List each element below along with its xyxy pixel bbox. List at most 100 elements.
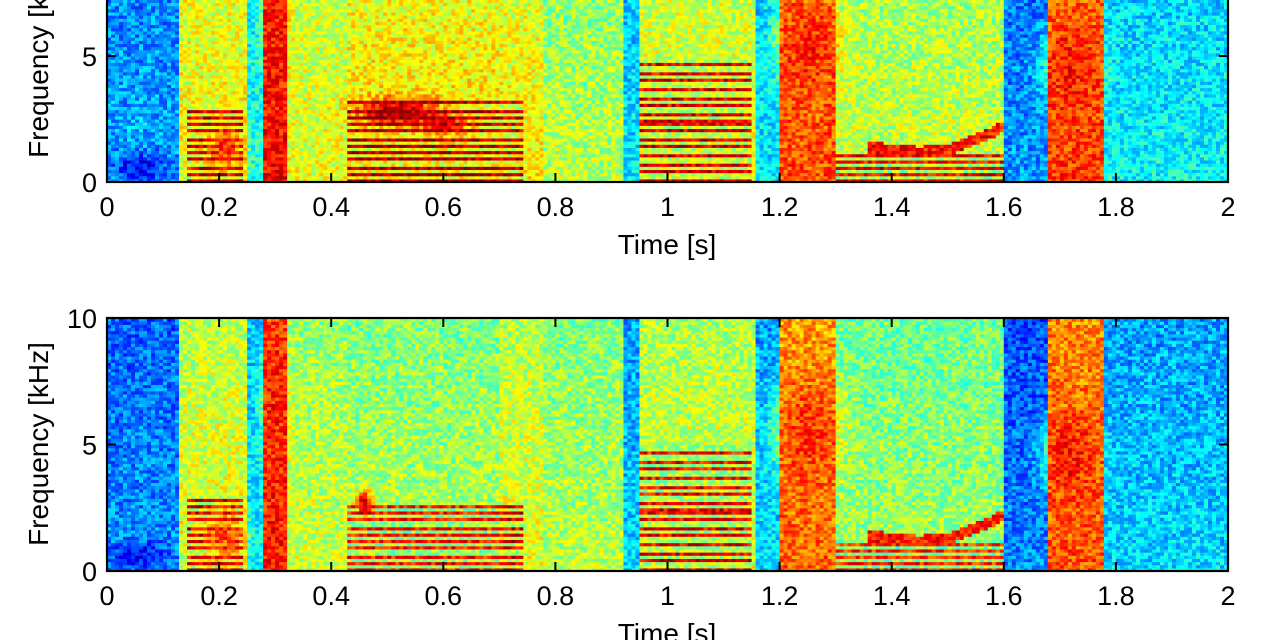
heatmap-cell <box>191 18 196 22</box>
heatmap-cell <box>171 106 176 111</box>
heatmap-cell <box>135 81 140 85</box>
heatmap-cell <box>111 43 116 48</box>
heatmap-cell <box>147 137 152 142</box>
heatmap-cell <box>119 106 124 111</box>
heatmap-cell <box>147 175 152 180</box>
heatmap-cell <box>195 2 200 7</box>
heatmap-cell <box>183 166 188 170</box>
heatmap-cell <box>183 131 188 136</box>
heatmap-cell <box>195 33 200 38</box>
heatmap-cell <box>167 122 172 126</box>
heatmap-cell <box>111 122 116 126</box>
heatmap-cell <box>127 93 132 98</box>
heatmap-cell <box>159 169 164 174</box>
heatmap-cell <box>203 169 208 174</box>
heatmap-cell <box>191 2 196 7</box>
heatmap-cell <box>183 159 188 164</box>
heatmap-cell <box>211 128 216 133</box>
heatmap-cell <box>215 131 220 136</box>
heatmap-cell <box>207 109 212 114</box>
heatmap-cell <box>171 71 176 76</box>
heatmap-cell <box>123 156 128 161</box>
heatmap-cell <box>127 0 132 4</box>
heatmap-cell <box>159 159 164 164</box>
heatmap-cell <box>219 84 224 89</box>
heatmap-cell <box>163 52 168 57</box>
heatmap-cell <box>107 163 112 167</box>
heatmap-cell <box>163 134 168 139</box>
heatmap-cell <box>123 122 128 126</box>
heatmap-cell <box>215 153 220 158</box>
heatmap-cell <box>211 115 216 120</box>
heatmap-cell <box>139 78 144 82</box>
heatmap-cell <box>207 30 212 35</box>
heatmap-cell <box>143 103 148 107</box>
heatmap-cell <box>123 65 128 70</box>
heatmap-cell <box>195 49 200 54</box>
heatmap-cell <box>131 15 136 19</box>
heatmap-cell <box>115 24 120 29</box>
heatmap-cell <box>131 30 136 35</box>
heatmap-cell <box>199 134 204 139</box>
heatmap-cell <box>155 103 160 107</box>
heatmap-cell <box>147 24 152 29</box>
heatmap-cell <box>135 21 140 26</box>
heatmap-cell <box>199 100 204 104</box>
heatmap-cell <box>207 122 212 126</box>
heatmap-cell <box>107 59 112 63</box>
heatmap-cell <box>183 56 188 60</box>
heatmap-cell <box>127 100 132 104</box>
heatmap-cell <box>123 18 128 22</box>
heatmap-cell <box>247 0 252 4</box>
heatmap-cell <box>115 0 120 4</box>
heatmap-cell <box>167 84 172 89</box>
heatmap-cell <box>139 122 144 126</box>
heatmap-cell <box>107 27 112 32</box>
heatmap-cell <box>215 141 220 145</box>
heatmap-cell <box>215 52 220 57</box>
heatmap-cell <box>219 119 224 123</box>
heatmap-cell <box>147 46 152 51</box>
heatmap-cell <box>111 163 116 167</box>
heatmap-cell <box>131 87 136 92</box>
heatmap-cell <box>155 15 160 19</box>
heatmap-cell <box>151 163 156 167</box>
heatmap-cell <box>123 131 128 136</box>
heatmap-cell <box>179 8 184 13</box>
heatmap-cell <box>191 119 196 123</box>
heatmap-cell <box>119 131 124 136</box>
heatmap-cell <box>183 87 188 92</box>
heatmap-cell <box>175 128 180 133</box>
heatmap-cell <box>139 166 144 170</box>
heatmap-cell <box>171 84 176 89</box>
heatmap-cell <box>227 150 232 155</box>
heatmap-cell <box>207 74 212 79</box>
heatmap-cell <box>207 0 212 4</box>
heatmap-cell <box>107 141 112 145</box>
heatmap-cell <box>207 37 212 41</box>
heatmap-cell <box>187 156 192 161</box>
heatmap-cell <box>195 100 200 104</box>
heatmap-cell <box>163 90 168 95</box>
heatmap-cell <box>195 74 200 79</box>
heatmap-cell <box>223 153 228 158</box>
heatmap-cell <box>131 156 136 161</box>
heatmap-cell <box>215 178 220 182</box>
heatmap-cell <box>151 68 156 73</box>
heatmap-cell <box>115 144 120 148</box>
heatmap-cell <box>135 137 140 142</box>
heatmap-cell <box>127 8 132 13</box>
heatmap-cell <box>203 46 208 51</box>
heatmap-cell <box>111 11 116 16</box>
heatmap-cell <box>135 147 140 152</box>
heatmap-cell <box>107 153 112 158</box>
heatmap-cell <box>163 59 168 63</box>
heatmap-cell <box>223 172 228 177</box>
heatmap-cell <box>195 21 200 26</box>
heatmap-cell <box>111 15 116 19</box>
heatmap-cell <box>227 119 232 123</box>
heatmap-cell <box>191 62 196 67</box>
heatmap-cell <box>187 172 192 177</box>
heatmap-cell <box>139 134 144 139</box>
heatmap-cell <box>135 103 140 107</box>
